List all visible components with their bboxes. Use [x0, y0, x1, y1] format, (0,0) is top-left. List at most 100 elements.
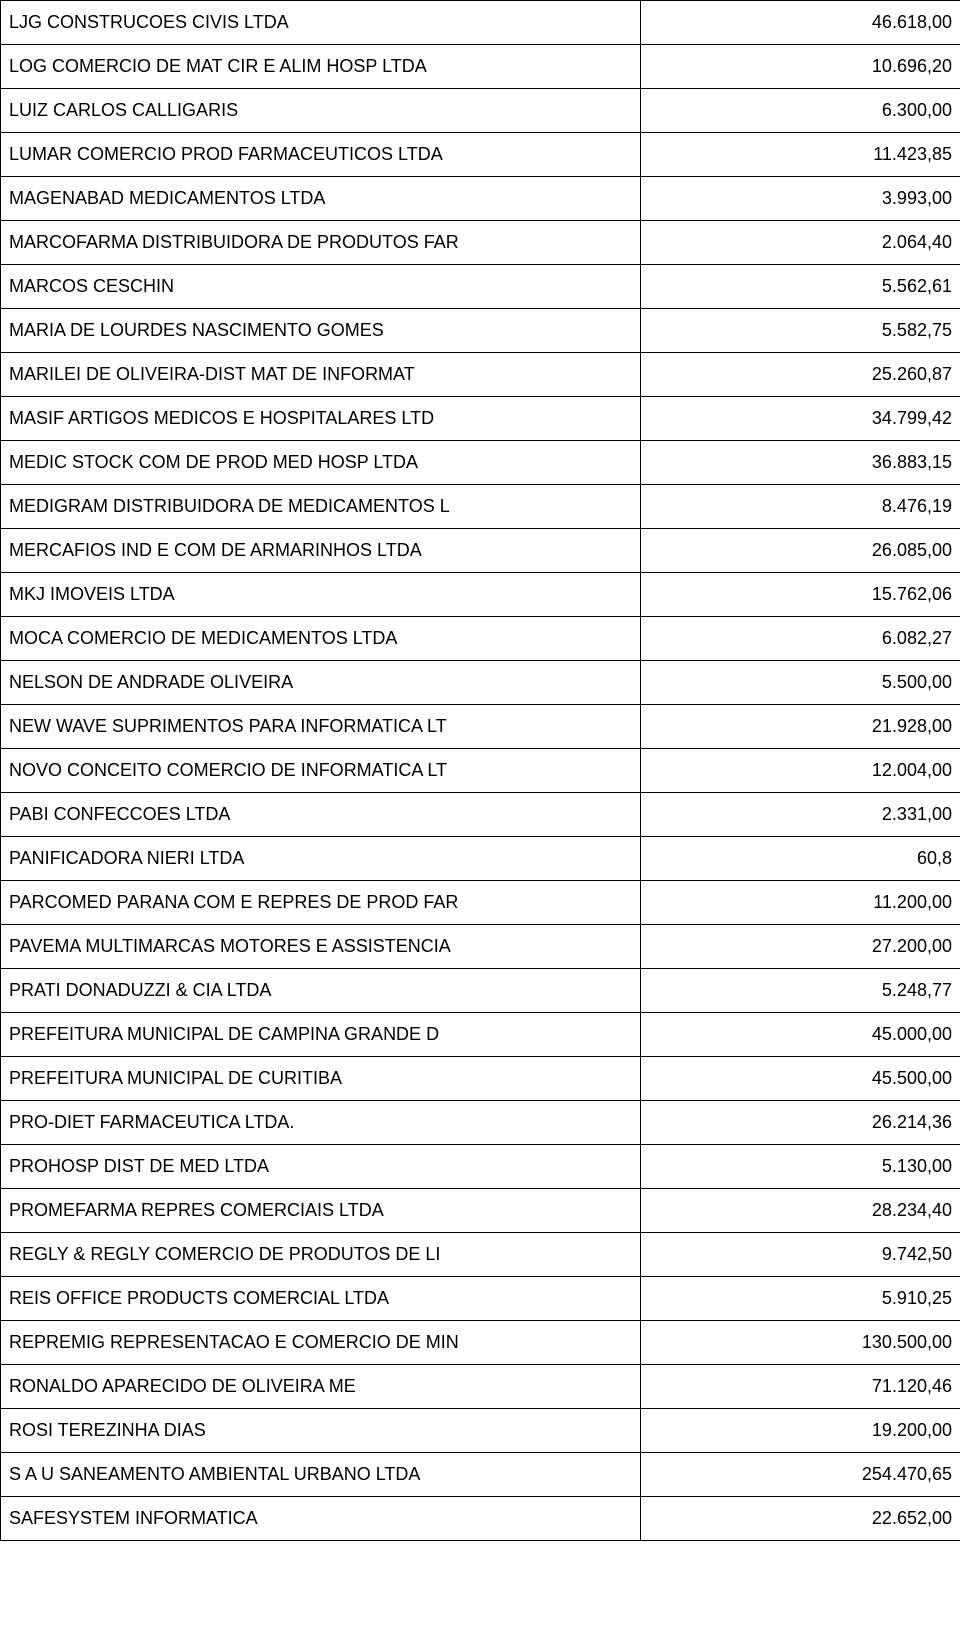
- table-row: PROHOSP DIST DE MED LTDA5.130,00: [1, 1145, 960, 1189]
- cell-name: PREFEITURA MUNICIPAL DE CURITIBA: [1, 1057, 641, 1101]
- table-row: MARCOS CESCHIN5.562,61: [1, 265, 960, 309]
- cell-value: 45.500,00: [641, 1057, 960, 1101]
- table-row: MKJ IMOVEIS LTDA15.762,06: [1, 573, 960, 617]
- table-row: PRATI DONADUZZI & CIA LTDA5.248,77: [1, 969, 960, 1013]
- cell-name: LUIZ CARLOS CALLIGARIS: [1, 89, 641, 133]
- cell-value: 25.260,87: [641, 353, 960, 397]
- cell-name: PARCOMED PARANA COM E REPRES DE PROD FAR: [1, 881, 641, 925]
- table-row: MAGENABAD MEDICAMENTOS LTDA3.993,00: [1, 177, 960, 221]
- table-row: REIS OFFICE PRODUCTS COMERCIAL LTDA5.910…: [1, 1277, 960, 1321]
- cell-name: LJG CONSTRUCOES CIVIS LTDA: [1, 1, 641, 45]
- table-row: RONALDO APARECIDO DE OLIVEIRA ME71.120,4…: [1, 1365, 960, 1409]
- cell-name: MARCOFARMA DISTRIBUIDORA DE PRODUTOS FAR: [1, 221, 641, 265]
- cell-value: 12.004,00: [641, 749, 960, 793]
- table-row: REGLY & REGLY COMERCIO DE PRODUTOS DE LI…: [1, 1233, 960, 1277]
- table-row: PANIFICADORA NIERI LTDA60,8: [1, 837, 960, 881]
- cell-value: 27.200,00: [641, 925, 960, 969]
- table-row: PARCOMED PARANA COM E REPRES DE PROD FAR…: [1, 881, 960, 925]
- cell-name: PROMEFARMA REPRES COMERCIAIS LTDA: [1, 1189, 641, 1233]
- cell-name: LOG COMERCIO DE MAT CIR E ALIM HOSP LTDA: [1, 45, 641, 89]
- cell-name: PANIFICADORA NIERI LTDA: [1, 837, 641, 881]
- table-row: S A U SANEAMENTO AMBIENTAL URBANO LTDA25…: [1, 1453, 960, 1497]
- cell-name: MARIA DE LOURDES NASCIMENTO GOMES: [1, 309, 641, 353]
- table-row: LJG CONSTRUCOES CIVIS LTDA46.618,00: [1, 1, 960, 45]
- table-row: PREFEITURA MUNICIPAL DE CURITIBA45.500,0…: [1, 1057, 960, 1101]
- cell-value: 10.696,20: [641, 45, 960, 89]
- cell-name: PAVEMA MULTIMARCAS MOTORES E ASSISTENCIA: [1, 925, 641, 969]
- data-table: LJG CONSTRUCOES CIVIS LTDA46.618,00LOG C…: [0, 0, 960, 1541]
- cell-name: PRO-DIET FARMACEUTICA LTDA.: [1, 1101, 641, 1145]
- cell-value: 2.064,40: [641, 221, 960, 265]
- cell-name: RONALDO APARECIDO DE OLIVEIRA ME: [1, 1365, 641, 1409]
- cell-value: 28.234,40: [641, 1189, 960, 1233]
- cell-name: MASIF ARTIGOS MEDICOS E HOSPITALARES LTD: [1, 397, 641, 441]
- cell-name: NEW WAVE SUPRIMENTOS PARA INFORMATICA LT: [1, 705, 641, 749]
- cell-value: 11.423,85: [641, 133, 960, 177]
- cell-value: 71.120,46: [641, 1365, 960, 1409]
- table-row: PREFEITURA MUNICIPAL DE CAMPINA GRANDE D…: [1, 1013, 960, 1057]
- cell-value: 36.883,15: [641, 441, 960, 485]
- table-row: REPREMIG REPRESENTACAO E COMERCIO DE MIN…: [1, 1321, 960, 1365]
- cell-name: PABI CONFECCOES LTDA: [1, 793, 641, 837]
- table-body: LJG CONSTRUCOES CIVIS LTDA46.618,00LOG C…: [1, 1, 960, 1541]
- cell-name: PREFEITURA MUNICIPAL DE CAMPINA GRANDE D: [1, 1013, 641, 1057]
- table-row: PRO-DIET FARMACEUTICA LTDA.26.214,36: [1, 1101, 960, 1145]
- cell-name: MAGENABAD MEDICAMENTOS LTDA: [1, 177, 641, 221]
- cell-name: NELSON DE ANDRADE OLIVEIRA: [1, 661, 641, 705]
- cell-name: S A U SANEAMENTO AMBIENTAL URBANO LTDA: [1, 1453, 641, 1497]
- table-row: PAVEMA MULTIMARCAS MOTORES E ASSISTENCIA…: [1, 925, 960, 969]
- table-row: ROSI TEREZINHA DIAS19.200,00: [1, 1409, 960, 1453]
- cell-name: SAFESYSTEM INFORMATICA: [1, 1497, 641, 1541]
- cell-value: 5.130,00: [641, 1145, 960, 1189]
- table-row: MARIA DE LOURDES NASCIMENTO GOMES5.582,7…: [1, 309, 960, 353]
- cell-value: 45.000,00: [641, 1013, 960, 1057]
- cell-value: 254.470,65: [641, 1453, 960, 1497]
- table-row: SAFESYSTEM INFORMATICA22.652,00: [1, 1497, 960, 1541]
- cell-name: MARILEI DE OLIVEIRA-DIST MAT DE INFORMAT: [1, 353, 641, 397]
- cell-value: 11.200,00: [641, 881, 960, 925]
- cell-name: REGLY & REGLY COMERCIO DE PRODUTOS DE LI: [1, 1233, 641, 1277]
- cell-name: PRATI DONADUZZI & CIA LTDA: [1, 969, 641, 1013]
- cell-value: 3.993,00: [641, 177, 960, 221]
- table-row: MARCOFARMA DISTRIBUIDORA DE PRODUTOS FAR…: [1, 221, 960, 265]
- cell-value: 130.500,00: [641, 1321, 960, 1365]
- table-row: LUMAR COMERCIO PROD FARMACEUTICOS LTDA11…: [1, 133, 960, 177]
- table-row: PROMEFARMA REPRES COMERCIAIS LTDA28.234,…: [1, 1189, 960, 1233]
- cell-value: 26.085,00: [641, 529, 960, 573]
- table-row: NOVO CONCEITO COMERCIO DE INFORMATICA LT…: [1, 749, 960, 793]
- cell-value: 8.476,19: [641, 485, 960, 529]
- cell-name: REIS OFFICE PRODUCTS COMERCIAL LTDA: [1, 1277, 641, 1321]
- cell-value: 5.500,00: [641, 661, 960, 705]
- table-row: MARILEI DE OLIVEIRA-DIST MAT DE INFORMAT…: [1, 353, 960, 397]
- table-container: LJG CONSTRUCOES CIVIS LTDA46.618,00LOG C…: [0, 0, 960, 1541]
- cell-name: MEDIGRAM DISTRIBUIDORA DE MEDICAMENTOS L: [1, 485, 641, 529]
- cell-value: 9.742,50: [641, 1233, 960, 1277]
- cell-value: 5.910,25: [641, 1277, 960, 1321]
- table-row: MOCA COMERCIO DE MEDICAMENTOS LTDA6.082,…: [1, 617, 960, 661]
- table-row: MERCAFIOS IND E COM DE ARMARINHOS LTDA26…: [1, 529, 960, 573]
- cell-name: REPREMIG REPRESENTACAO E COMERCIO DE MIN: [1, 1321, 641, 1365]
- cell-name: PROHOSP DIST DE MED LTDA: [1, 1145, 641, 1189]
- cell-value: 26.214,36: [641, 1101, 960, 1145]
- table-row: MEDIGRAM DISTRIBUIDORA DE MEDICAMENTOS L…: [1, 485, 960, 529]
- cell-name: LUMAR COMERCIO PROD FARMACEUTICOS LTDA: [1, 133, 641, 177]
- cell-value: 46.618,00: [641, 1, 960, 45]
- table-row: LOG COMERCIO DE MAT CIR E ALIM HOSP LTDA…: [1, 45, 960, 89]
- table-row: MASIF ARTIGOS MEDICOS E HOSPITALARES LTD…: [1, 397, 960, 441]
- cell-name: MERCAFIOS IND E COM DE ARMARINHOS LTDA: [1, 529, 641, 573]
- table-row: PABI CONFECCOES LTDA2.331,00: [1, 793, 960, 837]
- cell-name: MOCA COMERCIO DE MEDICAMENTOS LTDA: [1, 617, 641, 661]
- cell-name: ROSI TEREZINHA DIAS: [1, 1409, 641, 1453]
- cell-name: NOVO CONCEITO COMERCIO DE INFORMATICA LT: [1, 749, 641, 793]
- cell-value: 5.562,61: [641, 265, 960, 309]
- cell-value: 15.762,06: [641, 573, 960, 617]
- cell-value: 5.248,77: [641, 969, 960, 1013]
- cell-value: 21.928,00: [641, 705, 960, 749]
- cell-name: MARCOS CESCHIN: [1, 265, 641, 309]
- cell-value: 34.799,42: [641, 397, 960, 441]
- cell-value: 2.331,00: [641, 793, 960, 837]
- table-row: NEW WAVE SUPRIMENTOS PARA INFORMATICA LT…: [1, 705, 960, 749]
- cell-value: 5.582,75: [641, 309, 960, 353]
- table-row: LUIZ CARLOS CALLIGARIS6.300,00: [1, 89, 960, 133]
- table-row: MEDIC STOCK COM DE PROD MED HOSP LTDA36.…: [1, 441, 960, 485]
